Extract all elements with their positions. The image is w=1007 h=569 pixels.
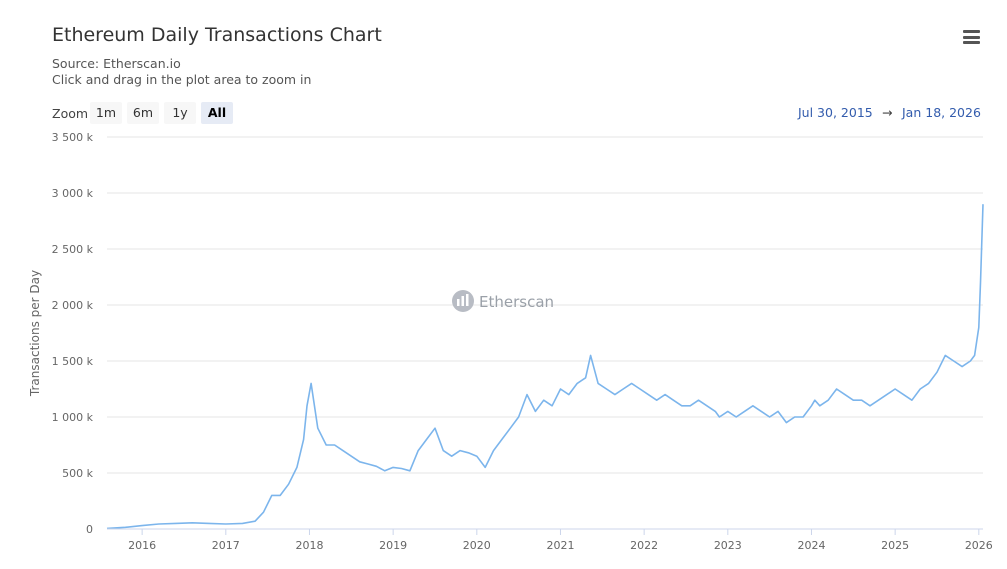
grid-lines: [107, 136, 983, 474]
hamburger-menu-icon[interactable]: [963, 30, 980, 44]
x-tick-label: 2024: [797, 539, 825, 552]
y-tick-label: 3 000 k: [52, 187, 94, 200]
range-from-input[interactable]: Jul 30, 2015: [798, 105, 873, 120]
y-tick-label: 1 000 k: [52, 411, 94, 424]
x-tick-label: 2019: [379, 539, 407, 552]
zoom-all-button[interactable]: All: [201, 102, 233, 124]
y-tick-label: 0: [86, 523, 93, 536]
y-tick-label: 500 k: [62, 467, 93, 480]
watermark-logo: Etherscan: [452, 290, 554, 312]
x-tick-label: 2016: [128, 539, 156, 552]
zoom-6m-button[interactable]: 6m: [127, 102, 159, 124]
series-line: [106, 204, 984, 530]
zoom-1y-button[interactable]: 1y: [164, 102, 196, 124]
zoom-hint: Click and drag in the plot area to zoom …: [52, 72, 312, 87]
y-tick-label: 2 500 k: [52, 243, 94, 256]
y-tick-label: 2 000 k: [52, 299, 94, 312]
x-tick-label: 2025: [881, 539, 909, 552]
y-tick-label: 1 500 k: [52, 355, 94, 368]
x-axis-ticks: 2016 2017 2018 2019 2020 2021 2022 2023 2024 2025…: [128, 529, 993, 552]
range-to-input[interactable]: Jan 18, 2026: [902, 105, 981, 120]
x-tick-label: 2021: [546, 539, 574, 552]
watermark-text: Etherscan: [479, 293, 554, 311]
y-axis-ticks: 0 500 k 1 000 k 1 500 k 2 000 k 2 500 k 3 000 …: [52, 131, 94, 536]
etherscan-logo-icon: [452, 290, 474, 312]
y-tick-label: 3 500 k: [52, 131, 94, 144]
x-tick-label: 2022: [630, 539, 658, 552]
x-tick-label: 2026: [965, 539, 993, 552]
range-arrow: →: [882, 105, 893, 120]
chart-title: Ethereum Daily Transactions Chart: [52, 24, 382, 46]
x-tick-label: 2018: [295, 539, 323, 552]
y-axis-label: Transactions per Day: [28, 270, 42, 397]
zoom-label: Zoom: [52, 106, 89, 121]
x-tick-label: 2017: [212, 539, 240, 552]
x-tick-label: 2020: [463, 539, 491, 552]
x-tick-label: 2023: [714, 539, 742, 552]
source-credit: Source: Etherscan.io: [52, 56, 181, 71]
zoom-1m-button[interactable]: 1m: [90, 102, 122, 124]
